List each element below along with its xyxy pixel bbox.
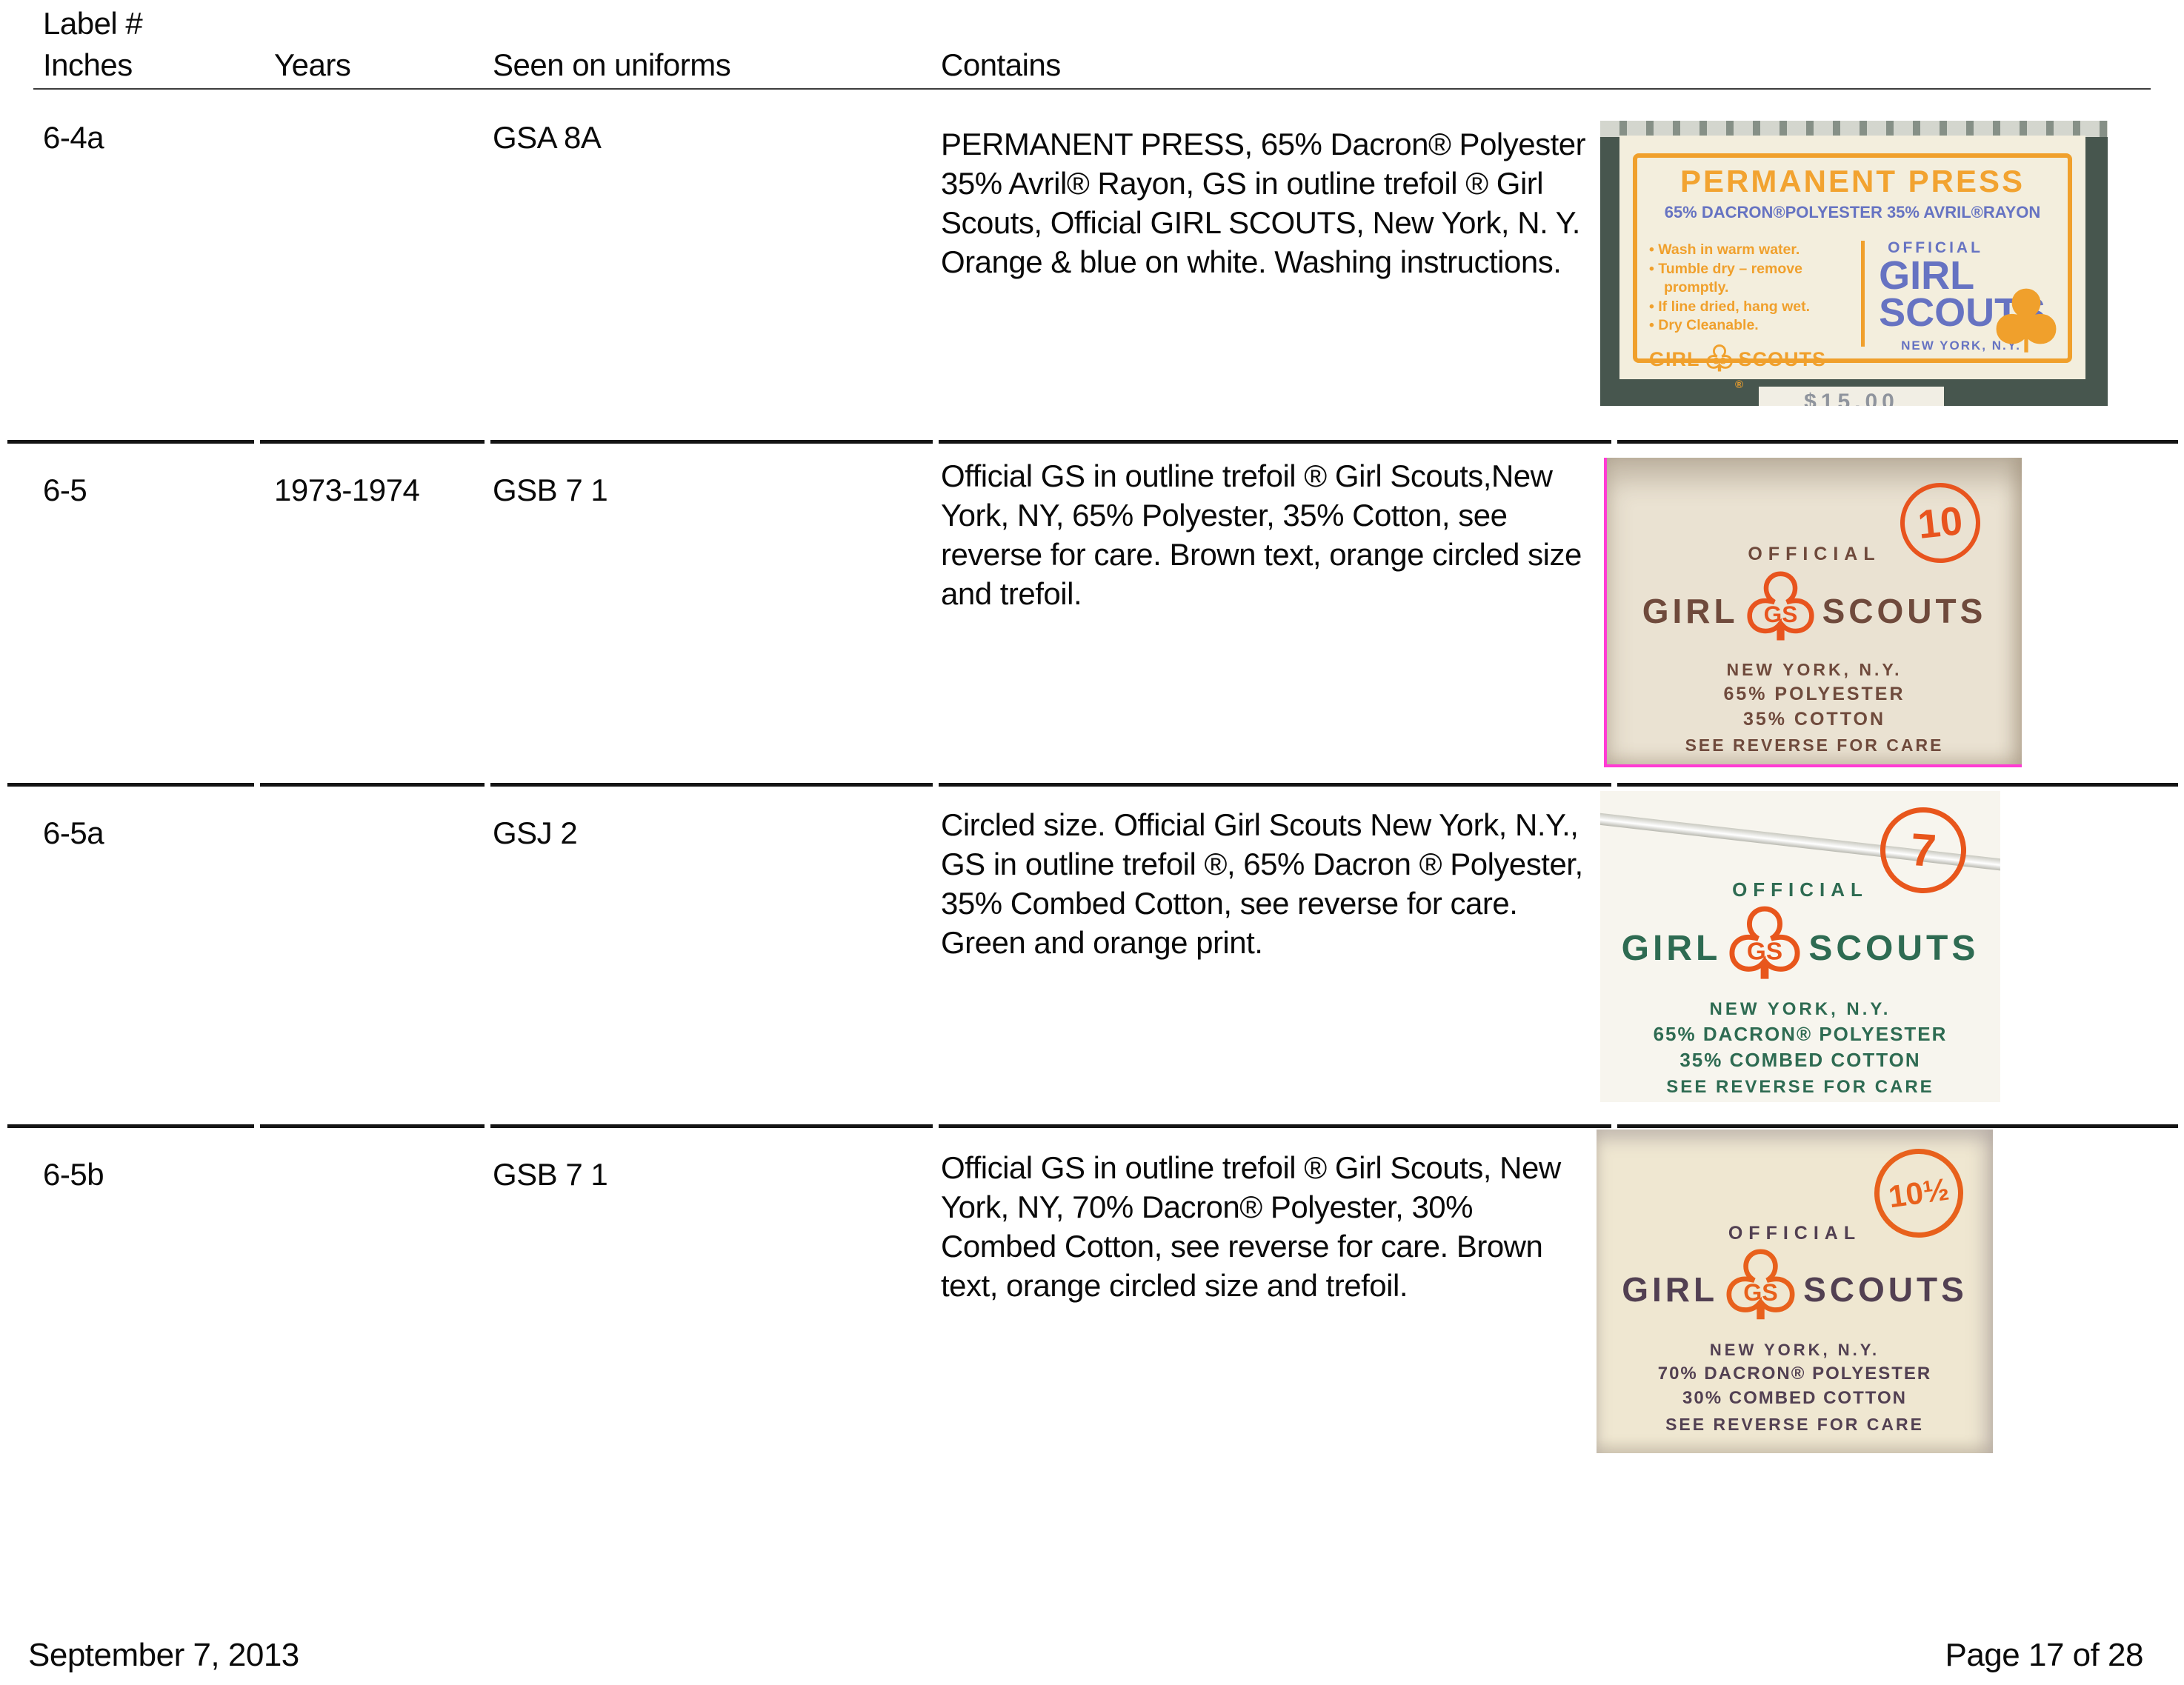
- care-line: SEE REVERSE FOR CARE: [1666, 1077, 1934, 1097]
- table-row: 6-4a GSA 8A PERMANENT PRESS, 65% Dacron®…: [0, 90, 2184, 440]
- label-cloth: PERMANENT PRESS 65% DACRON®POLYESTER 35%…: [1619, 136, 2085, 391]
- girl-text: GIRL: [1622, 1270, 1719, 1309]
- label-number-cell: 6-5b: [43, 1157, 104, 1192]
- trefoil-icon: [1996, 288, 2057, 353]
- svg-text:GS: GS: [1743, 1279, 1778, 1306]
- table-row: 6-5b GSB 7 1 Official GS in outline tref…: [0, 1127, 2184, 1527]
- gs-trefoil-badge-icon: GS: [1746, 571, 1815, 651]
- label-text-block: OFFICIAL GIRL GS SCOUTS NEW YORK, N.Y. 7…: [1597, 1130, 1993, 1435]
- column-header-inches: Inches: [43, 47, 133, 82]
- svg-text:GS: GS: [1747, 938, 1782, 966]
- care-line: promptly.: [1664, 279, 1729, 296]
- row-separator: [7, 783, 2178, 787]
- brand-girl-text: GIRL: [1649, 347, 1700, 370]
- column-header-years: Years: [274, 47, 351, 82]
- permanent-press-title: PERMANENT PRESS: [1679, 164, 2025, 198]
- girl-wordmark: GIRL: [1879, 253, 1975, 298]
- label-photo-gsb-7-1: 10 OFFICIAL GIRL GS SCOUTS NEW YORK, N.Y…: [1604, 458, 2022, 767]
- gs-trefoil-badge-icon: GS: [1725, 1249, 1796, 1330]
- contains-cell: PERMANENT PRESS, 65% Dacron® Polyester 3…: [941, 127, 1586, 279]
- girl-scouts-wordmark: GIRL GS SCOUTS: [1642, 571, 1987, 651]
- column-header-seen-on-uniforms: Seen on uniforms: [493, 47, 731, 82]
- fiber-line-1: 65% DACRON® POLYESTER: [1653, 1023, 1948, 1045]
- girl-text: GIRL: [1642, 592, 1739, 630]
- brand-scouts-text: SCOUTS: [1738, 347, 1827, 370]
- years-cell: 1973-1974: [274, 473, 420, 507]
- label-number-cell: 6-4a: [43, 120, 104, 155]
- care-line: • Dry Cleanable.: [1649, 317, 1759, 333]
- label-photo-gsb-7-1-b: 10½ OFFICIAL GIRL GS SCOUTS NEW YORK, N.…: [1597, 1130, 1993, 1453]
- official-text: OFFICIAL: [1748, 544, 1881, 564]
- footer-date: September 7, 2013: [28, 1637, 299, 1673]
- footer-page-number: Page 17 of 28: [1945, 1637, 2143, 1673]
- scouts-text: SCOUTS: [1803, 1270, 1968, 1309]
- care-line: • If line dried, hang wet.: [1649, 298, 1811, 315]
- table-row: 6-5 1973-1974 GSB 7 1 Official GS in out…: [0, 443, 2184, 783]
- scouts-text: SCOUTS: [1822, 592, 1987, 630]
- label-text-block: OFFICIAL GIRL GS SCOUTS NEW YORK, N.Y. 6…: [1600, 791, 2000, 1098]
- care-line: • Wash in warm water.: [1649, 241, 1800, 258]
- scouts-text: SCOUTS: [1808, 928, 1980, 968]
- care-line: SEE REVERSE FOR CARE: [1665, 1415, 1924, 1434]
- girl-text: GIRL: [1621, 928, 1722, 968]
- girl-scouts-wordmark-small: GIRL GS SCOUTS: [1649, 344, 1856, 376]
- label-number-cell: 6-5: [43, 473, 87, 507]
- contains-cell: Circled size. Official Girl Scouts New Y…: [941, 807, 1583, 960]
- contains-cell: Official GS in outline trefoil ® Girl Sc…: [941, 458, 1582, 611]
- care-line: SEE REVERSE FOR CARE: [1685, 735, 1944, 755]
- official-text: OFFICIAL: [1728, 1223, 1862, 1244]
- uniforms-cell: GSB 7 1: [493, 1157, 608, 1192]
- care-line: • Tumble dry – remove: [1649, 260, 1802, 277]
- girl-scouts-wordmark: GIRL GS SCOUTS: [1622, 1249, 1968, 1330]
- fiber-line-1: 70% DACRON® POLYESTER: [1657, 1364, 1932, 1384]
- svg-text:GS: GS: [1712, 356, 1725, 366]
- column-header-contains: Contains: [941, 47, 1061, 82]
- city-text: NEW YORK, N.Y.: [1709, 999, 1891, 1019]
- contains-cell: Official GS in outline trefoil ® Girl Sc…: [941, 1150, 1561, 1303]
- registered-mark: ®: [1735, 378, 1744, 391]
- girl-scouts-wordmark: GIRL GS SCOUTS: [1622, 906, 1980, 990]
- column-header-label-number: Label #: [43, 6, 143, 41]
- orange-border-box: PERMANENT PRESS 65% DACRON®POLYESTER 35%…: [1633, 153, 2072, 391]
- row-separator: [7, 440, 2178, 444]
- fabric-selvage-edge: [1600, 121, 2108, 137]
- label-text-block: OFFICIAL GIRL GS SCOUTS NEW YORK, N.Y. 6…: [1607, 458, 2022, 755]
- label-photo-gsj-2: 7 OFFICIAL GIRL GS SCOUTS NEW YORK, N.Y.…: [1600, 791, 2000, 1102]
- table-row: 6-5a GSJ 2 Circled size. Official Girl S…: [0, 786, 2184, 1124]
- divider-line: [1861, 241, 1865, 347]
- price-tag: $15.00: [1759, 387, 1944, 406]
- header-underline: [33, 88, 2151, 90]
- gs-trefoil-badge-icon: GS: [1728, 906, 1801, 990]
- fiber-content-line: 65% DACRON®POLYESTER 35% AVRIL®RAYON: [1664, 203, 2041, 221]
- gs-trefoil-badge-icon: GS: [1705, 344, 1733, 371]
- uniforms-cell: GSA 8A: [493, 120, 602, 155]
- uniforms-cell: GSJ 2: [493, 815, 578, 850]
- city-text: NEW YORK, N.Y.: [1709, 1341, 1880, 1359]
- uniforms-cell: GSB 7 1: [493, 473, 608, 507]
- fiber-line-2: 35% COMBED COTTON: [1679, 1049, 1921, 1071]
- official-text: OFFICIAL: [1732, 878, 1868, 901]
- care-instructions: • Wash in warm water. • Tumble dry – rem…: [1649, 241, 1856, 394]
- row-separator: [7, 1124, 2178, 1128]
- fiber-line-2: 30% COMBED COTTON: [1682, 1388, 1907, 1408]
- city-text: NEW YORK, N.Y.: [1726, 660, 1902, 679]
- fiber-line-2: 35% COTTON: [1742, 709, 1886, 730]
- city-text: NEW YORK, N.Y.: [1901, 338, 2021, 353]
- fiber-line-1: 65% POLYESTER: [1723, 684, 1905, 704]
- label-photo-gsa-8a: PERMANENT PRESS 65% DACRON®POLYESTER 35%…: [1600, 121, 2108, 406]
- svg-text:GS: GS: [1763, 601, 1797, 627]
- official-girl-scouts-block: OFFICIAL GIRL SCOUTS NEW YORK, N.Y.: [1874, 239, 2060, 353]
- label-number-cell: 6-5a: [43, 815, 104, 850]
- official-text: OFFICIAL: [1888, 239, 1983, 256]
